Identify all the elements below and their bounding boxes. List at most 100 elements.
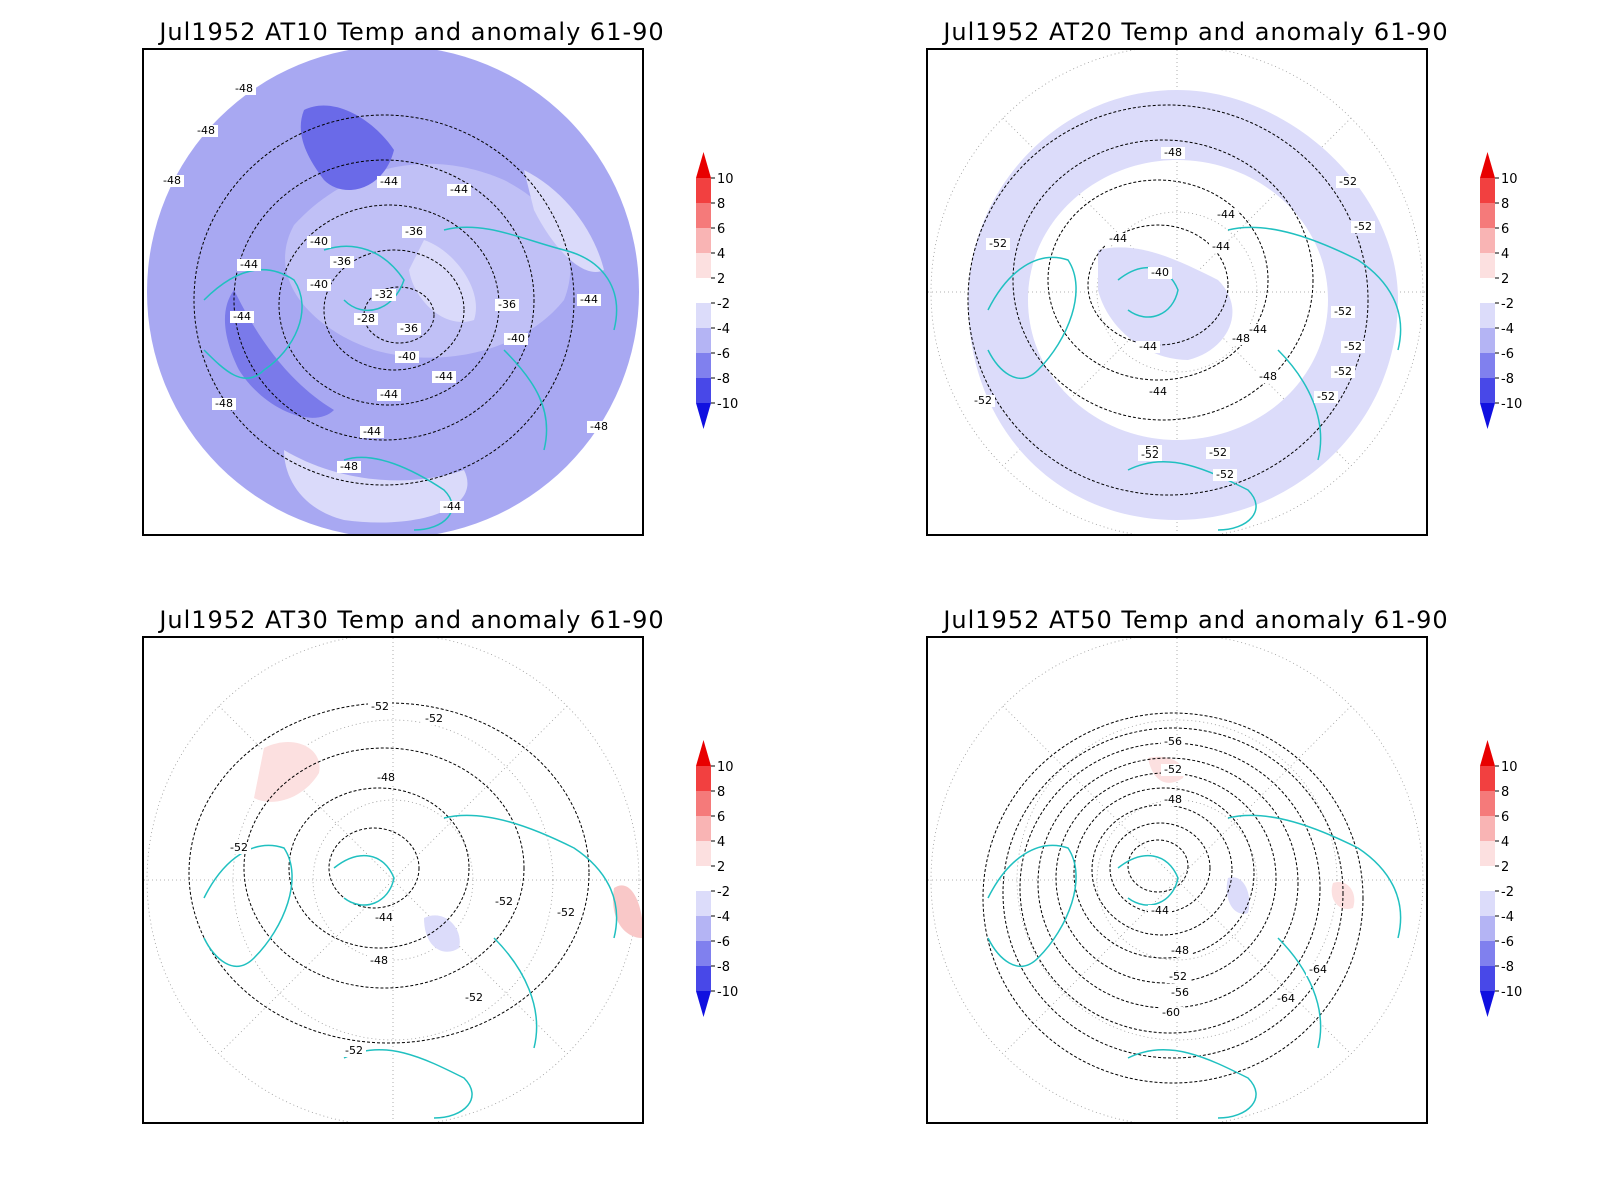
coastlines (987, 814, 1402, 1119)
contour-label: -52 (371, 700, 389, 713)
anomaly-fill (968, 90, 1398, 520)
colorbar-arrow-bottom (696, 403, 711, 429)
colorbar: 10 8 6 4 2 -2 -4 -6 -8 -10 (696, 152, 738, 429)
colorbar-label: 4 (717, 835, 725, 850)
anomaly-fill (254, 742, 642, 952)
contour-label-bg (1256, 371, 1280, 383)
colorbar-label: 4 (1501, 247, 1509, 262)
colorbar-arrow-bottom (696, 991, 711, 1017)
contour-label-bg (1161, 736, 1185, 748)
colorbar-segment (696, 791, 711, 816)
contour-label-bg (330, 256, 354, 268)
contour-label-bg (492, 896, 516, 908)
colorbar-label: -8 (717, 960, 730, 975)
contour-label-bg (1213, 469, 1237, 481)
contour-label-bg (504, 333, 528, 345)
coastlines (203, 814, 618, 1119)
colorbar-segment (1480, 866, 1495, 891)
contour-label-bg (377, 389, 401, 401)
colorbar-label: 8 (717, 785, 725, 800)
contour-label-bg (1166, 971, 1190, 983)
contour-label: -52 (1209, 446, 1227, 459)
panel-at20: Jul1952 AT20 Temp and anomaly 61-90 (926, 18, 1600, 578)
contour-label: -52 (425, 712, 443, 725)
contour-label-bg (1206, 447, 1230, 459)
contour-label: -52 (1334, 305, 1352, 318)
contour-label-bg (232, 83, 256, 95)
colorbar-label: 2 (717, 860, 725, 875)
colorbar-segment (696, 766, 711, 791)
colorbar-label: -4 (1501, 910, 1514, 925)
contour-label-bg (1161, 764, 1185, 776)
contour-label-bg (1106, 233, 1130, 245)
contour-label-group: -52 -52 -48 -52 -44 -48 -52 -52 -52 -52 (227, 700, 578, 1057)
contour-label: -64 (1277, 992, 1295, 1005)
colorbar-label: 10 (717, 172, 734, 187)
colorbar-label: 8 (1501, 785, 1509, 800)
contour-label: -56 (1171, 986, 1189, 999)
colorbar-label: 2 (1501, 860, 1509, 875)
panel-title: Jul1952 AT30 Temp and anomaly 61-90 (159, 606, 665, 634)
contour-label-group: -56 -52 -48 -44 -48 -52 -56 -60 -64 -64 (1148, 735, 1330, 1019)
contour-label-bg (227, 842, 251, 854)
contour-label-bg (447, 184, 471, 196)
contour-label-bg (440, 501, 464, 513)
contour-label-bg (374, 772, 398, 784)
colorbar-segment (1480, 278, 1495, 303)
map-frame: -52 -52 -48 -52 -44 -48 -52 -52 -52 -52 (142, 636, 644, 1124)
contour-label: -44 (233, 310, 251, 323)
contour-label: -44 (375, 911, 393, 924)
contour-label-bg (237, 259, 261, 271)
contour-label-bg (554, 907, 578, 919)
colorbar-arrow-top (1480, 152, 1495, 178)
colorbar-label: -2 (717, 885, 730, 900)
contour-label: -32 (375, 288, 393, 301)
contour-label: -40 (310, 278, 328, 291)
contour-label: -48 (1164, 146, 1182, 159)
colorbar-label: -10 (717, 397, 738, 412)
contour-label-bg (462, 992, 486, 1004)
contour-label-bg (1331, 306, 1355, 318)
contour-label-bg (1306, 964, 1330, 976)
colorbar-label: -8 (1501, 372, 1514, 387)
colorbar-label: 2 (1501, 272, 1509, 287)
contour-label-bg (1314, 391, 1338, 403)
contour-label: -44 (435, 370, 453, 383)
contour-label: -52 (345, 1044, 363, 1057)
contour-label: -44 (450, 183, 468, 196)
contour-label-bg (1274, 993, 1298, 1005)
colorbar-arrow-top (696, 152, 711, 178)
contour-label: -52 (230, 841, 248, 854)
colorbar-label: 6 (1501, 810, 1509, 825)
map-frame: -56 -52 -48 -44 -48 -52 -56 -60 -64 -64 (926, 636, 1428, 1124)
contour-label-bg (1148, 267, 1172, 279)
colorbar-label: 10 (1501, 760, 1518, 775)
colorbar-segment (696, 841, 711, 866)
contour-label: -52 (1339, 175, 1357, 188)
colorbar-segment (1480, 228, 1495, 253)
contour-label: -48 (163, 174, 181, 187)
contour-label-bg (354, 313, 378, 325)
colorbar-segment (1480, 203, 1495, 228)
coastlines (203, 226, 618, 531)
panel-title: Jul1952 AT10 Temp and anomaly 61-90 (159, 18, 665, 46)
contour-label: -64 (1309, 963, 1327, 976)
contour-label-bg (372, 289, 396, 301)
colorbar-label: -4 (717, 910, 730, 925)
contour-label: -28 (357, 312, 375, 325)
colorbar-segment (696, 816, 711, 841)
contour-label-group: -48-44-44-40-44-52-52-52-52-44-48-44 -52-… (971, 146, 1375, 481)
contour-label: -52 (974, 394, 992, 407)
contour-label: -60 (1162, 1006, 1180, 1019)
contour-label: -52 (495, 895, 513, 908)
contour-label: -56 (1164, 735, 1182, 748)
contour-label-bg (577, 294, 601, 306)
colorbar: 10 8 6 4 2 -2 -4 -6 -8 -10 (1480, 152, 1522, 429)
colorbar-segment (1480, 791, 1495, 816)
contour-label: -44 (380, 388, 398, 401)
contour-label: -40 (398, 350, 416, 363)
colorbar-segment (1480, 816, 1495, 841)
contour-label: -48 (377, 771, 395, 784)
colorbar-label: 10 (1501, 172, 1518, 187)
colorbar-segment (1480, 178, 1495, 203)
